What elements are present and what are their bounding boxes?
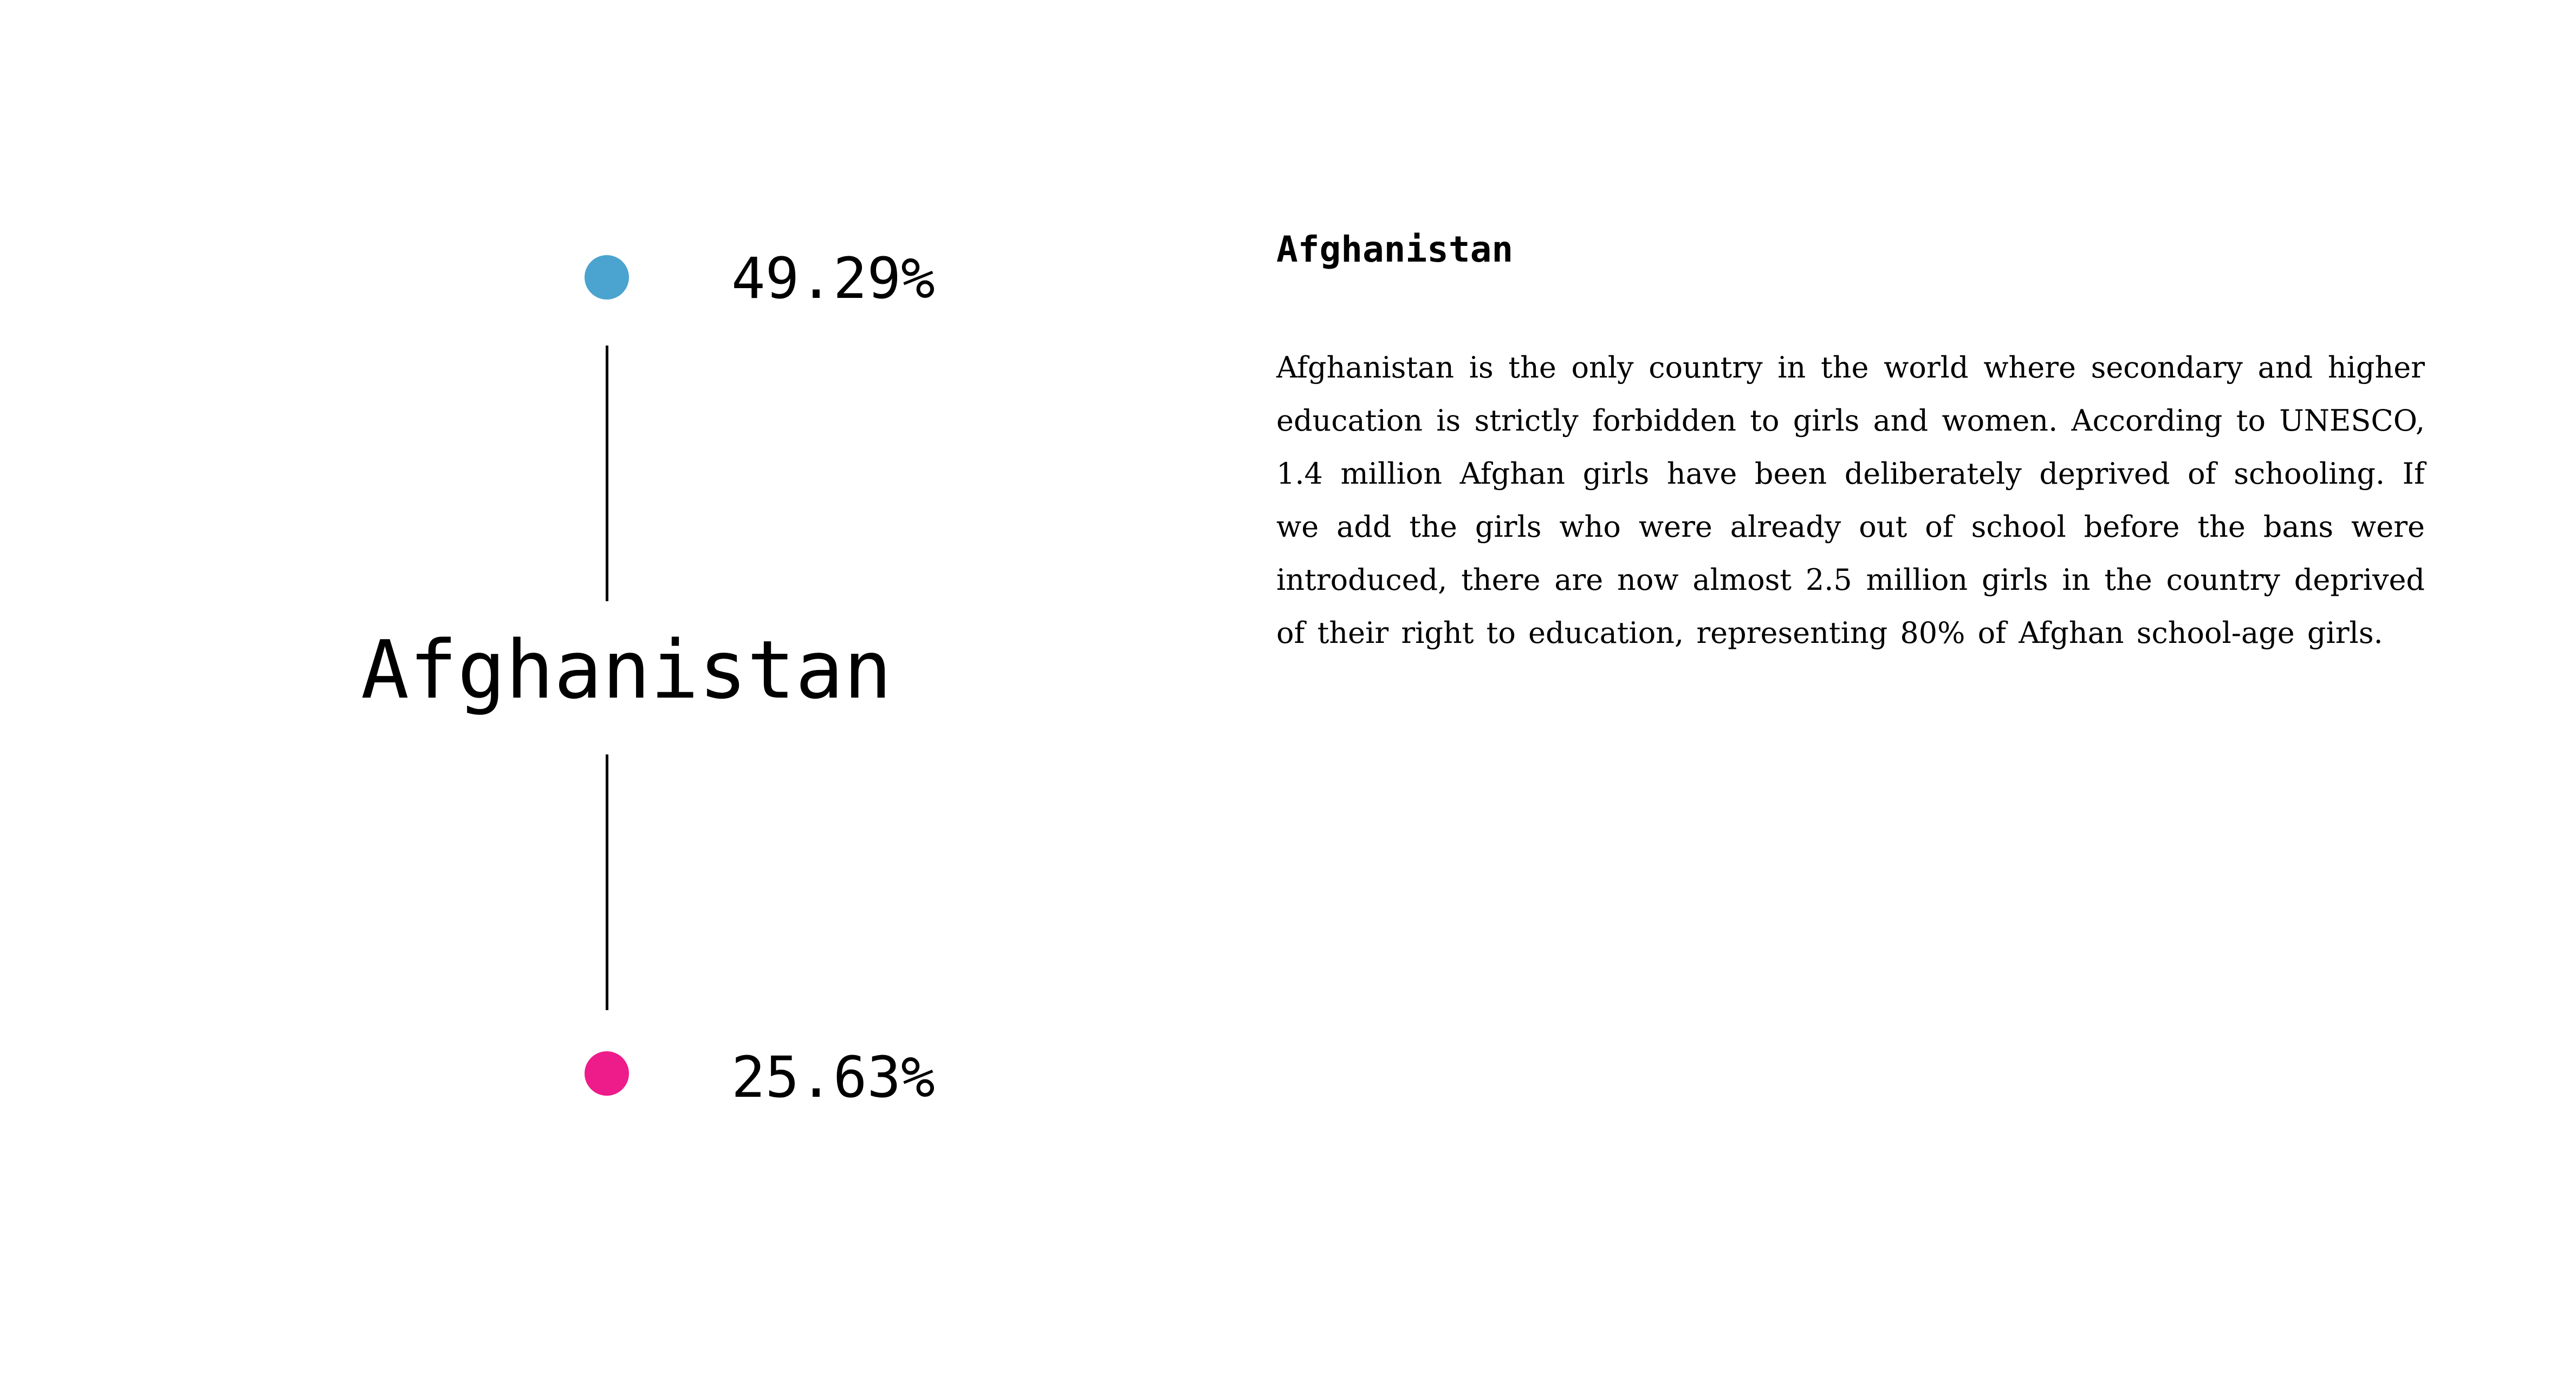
top-dot <box>585 255 629 300</box>
bottom-connector-line <box>606 754 608 1010</box>
top-percentage: 49.29% <box>731 245 935 311</box>
article-title: Afghanistan <box>1276 229 1514 270</box>
country-name: Afghanistan <box>361 623 892 717</box>
top-connector-line <box>606 346 608 601</box>
bottom-dot <box>585 1051 629 1096</box>
article-body: Afghanistan is the only country in the w… <box>1276 350 2425 650</box>
bottom-percentage: 25.63% <box>731 1044 935 1110</box>
